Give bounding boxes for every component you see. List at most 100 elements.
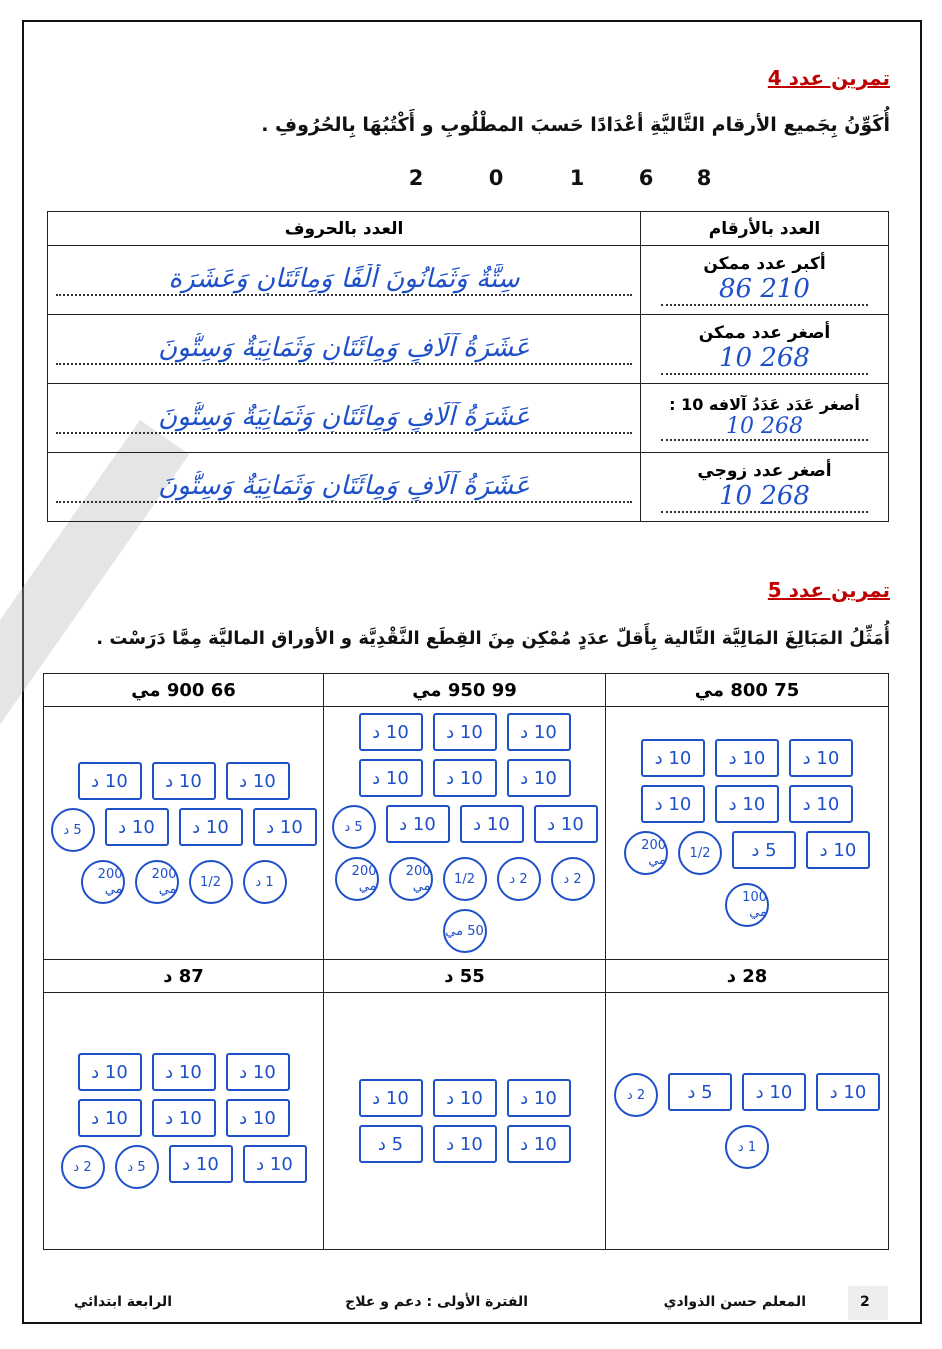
banknote-drawing: 10 د (742, 1073, 806, 1111)
row-label: أصغر عَدَد عَدَدُ آلافه 10 : (669, 395, 860, 414)
banknote-drawing: 5 د (668, 1073, 732, 1111)
coin-drawing: 2 د (614, 1073, 658, 1117)
digit: 6 (638, 166, 654, 190)
coin-drawing: 2 د (496, 857, 541, 901)
banknote-drawing: 10 د (432, 759, 497, 797)
coin-drawing: 200 مي (80, 860, 125, 904)
banknote-drawing: 5 د (732, 831, 796, 869)
answer-number[interactable]: 10 268 (661, 481, 868, 513)
banknote-drawing: 10 د (715, 739, 779, 777)
header-digits: العدد بالأرقام (640, 211, 889, 246)
coin-drawing: 200 مي (388, 857, 433, 901)
digit: 0 (488, 166, 504, 190)
banknote-drawing: 10 د (715, 785, 779, 823)
banknote-drawing: 10 د (816, 1073, 880, 1111)
banknote-drawing: 10 د (385, 805, 450, 843)
banknote-drawing: 10 د (225, 762, 290, 800)
row-label: أصغر عدد ممكن (698, 323, 831, 343)
banknote-drawing: 10 د (432, 713, 497, 751)
banknote-drawing: 10 د (151, 1099, 216, 1137)
coin-drawing: 5 د (50, 808, 95, 852)
coin-drawing: 5 د (114, 1145, 159, 1189)
banknote-drawing: 10 د (506, 1125, 571, 1163)
amount-header: 55 د (323, 959, 606, 993)
table-row: عَشَرَةُ آلَافٍ وَمِائَتَانِ وَثَمَانِيَ… (47, 314, 889, 384)
banknote-drawing: 10 د (459, 805, 524, 843)
banknote-drawing: 10 د (77, 1053, 142, 1091)
coin-drawing: 200 مي (334, 857, 379, 901)
banknote-drawing: 10 د (506, 1079, 571, 1117)
amount-header: 75 800 مي (605, 673, 889, 707)
teacher-name: المعلم حسن الذوادي (663, 1294, 806, 1310)
banknote-drawing: 10 د (225, 1099, 290, 1137)
answer-words[interactable]: عَشَرَةُ آلَافٍ وَمِائَتَانِ وَثَمَانِيَ… (56, 333, 632, 365)
banknote-drawing: 10 د (77, 762, 142, 800)
amount-header: 87 د (43, 959, 324, 993)
digit: 1 (569, 166, 585, 190)
coin-drawing: 1/2 (678, 831, 722, 875)
row-label: أصغر عدد زوجي (697, 461, 832, 481)
banknote-drawing: 10 د (358, 713, 423, 751)
grade-label: الرابعة ابتدائي (73, 1294, 172, 1310)
banknote-drawing: 10 د (432, 1125, 497, 1163)
coin-drawing: 5 د (331, 805, 376, 849)
banknote-drawing: 10 د (151, 1053, 216, 1091)
answer-words[interactable]: عَشَرَةُ آلَافٍ وَمِائَتَانِ وَثَمَانِيَ… (56, 402, 632, 434)
banknote-drawing: 10 د (151, 762, 216, 800)
answer-number[interactable]: 10 268 (661, 343, 868, 375)
coin-drawing: 2 د (60, 1145, 105, 1189)
table-row: عَشَرَةُ آلَافٍ وَمِائَتَانِ وَثَمَانِيَ… (47, 452, 889, 522)
coin-drawing: 200 مي (624, 831, 668, 875)
exercise-4-instruction: أُكَوِّنُ بِجَميع الأرقام التَّاليَّةِ أ… (261, 114, 890, 136)
banknote-drawing: 10 د (641, 739, 705, 777)
banknote-drawing: 10 د (225, 1053, 290, 1091)
answer-cell[interactable]: 10 د 10 د 5 د 2 د 1 د (606, 1067, 888, 1175)
amount-header: 28 د (605, 959, 889, 993)
banknote-drawing: 10 د (77, 1099, 142, 1137)
amount-header: 66 900 مي (43, 673, 324, 707)
digits-row: 2 0 1 6 8 (376, 166, 734, 190)
answer-number[interactable]: 86 210 (661, 274, 868, 306)
banknote-drawing: 10 د (506, 759, 571, 797)
banknote-drawing: 10 د (168, 1145, 233, 1183)
amount-header: 99 950 مي (323, 673, 606, 707)
banknote-drawing: 10 د (789, 739, 853, 777)
banknote-drawing: 10 د (358, 1079, 423, 1117)
banknote-drawing: 5 د (358, 1125, 423, 1163)
row-label: أكبر عدد ممكن (703, 254, 826, 274)
table-row: عَشَرَةُ آلَافٍ وَمِائَتَانِ وَثَمَانِيَ… (47, 383, 889, 453)
coin-drawing: 1 د (725, 1125, 769, 1169)
exercise-5-instruction: أُمَثِّلُ المَبَالِغَ المَالِيَّة التَّا… (96, 628, 890, 649)
coin-drawing: 100 مي (725, 883, 769, 927)
period-label: الفترة الأولى : دعم و علاج (345, 1294, 528, 1310)
coin-drawing: 1/2 (188, 860, 233, 904)
page-number-box (848, 1286, 888, 1320)
banknote-drawing: 10 د (641, 785, 705, 823)
banknote-drawing: 10 د (432, 1079, 497, 1117)
coin-drawing: 50 مي (442, 909, 487, 953)
page-number: 2 (860, 1294, 870, 1310)
banknote-drawing: 10 د (789, 785, 853, 823)
banknote-drawing: 10 د (806, 831, 870, 869)
answer-number[interactable]: 10 268 (661, 414, 868, 441)
answer-words[interactable]: عَشَرَةُ آلَافٍ وَمِائَتَانِ وَثَمَانِيَ… (56, 471, 632, 503)
exercise-4-title: تمرين عدد 4 (767, 66, 890, 90)
table-row: سِتَّةٌ وَثَمَانُونَ أَلْفًا وَمِائَتَان… (47, 245, 889, 315)
answer-cell[interactable]: 10 د 10 د 10 د 10 د 10 د 10 د 10 د 5 د 1/2 200 مي… (606, 733, 888, 933)
coin-drawing: 2 د (550, 857, 595, 901)
digit: 2 (408, 166, 424, 190)
header-words: العدد بالحروف (47, 211, 641, 246)
page-border (22, 20, 922, 1324)
money-table: 75 800 مي 99 950 مي 66 900 مي 10 د 10 د 10 د… (43, 673, 889, 1250)
answer-words[interactable]: سِتَّةٌ وَثَمَانُونَ أَلْفًا وَمِائَتَان… (56, 264, 632, 296)
coin-drawing: 1 د (242, 860, 287, 904)
banknote-drawing: 10 د (358, 759, 423, 797)
numbers-table: العدد بالحروف العدد بالأرقام سِتَّةٌ وَثَ… (47, 211, 889, 522)
exercise-5-title: تمرين عدد 5 (767, 578, 890, 602)
coin-drawing: 200 مي (134, 860, 179, 904)
